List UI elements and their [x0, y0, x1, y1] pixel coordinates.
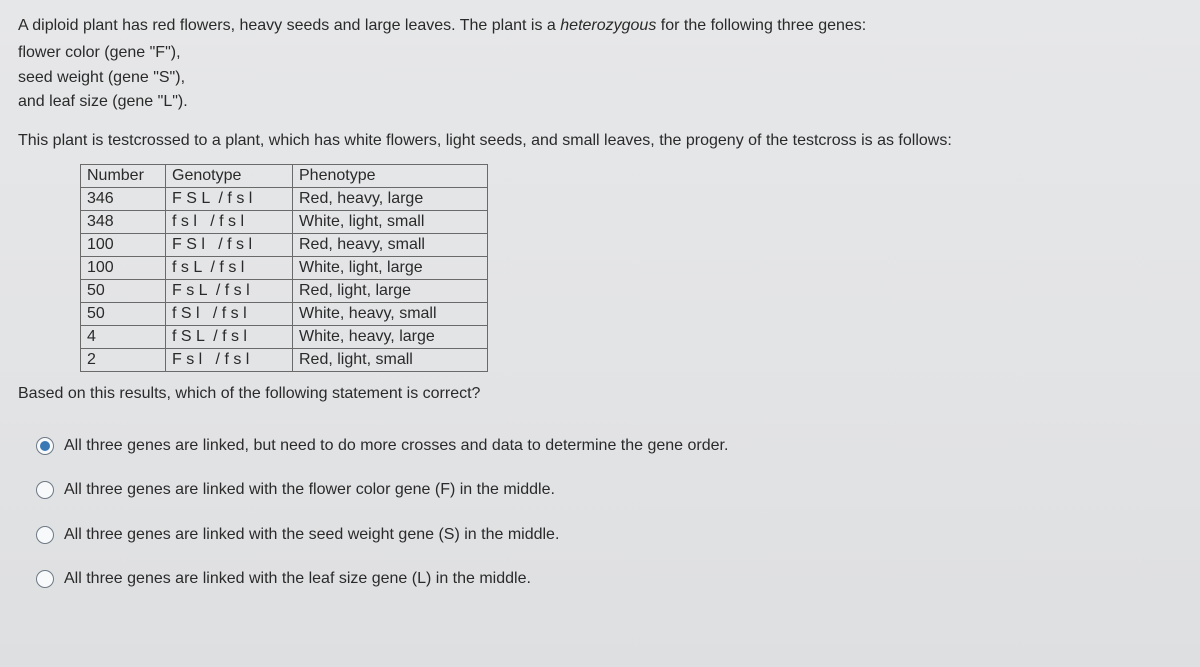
radio-icon[interactable]: [36, 570, 54, 588]
table-row: 4f S L / f s lWhite, heavy, large: [81, 325, 488, 348]
cell-phenotype: White, light, small: [293, 210, 488, 233]
table-row: 348f s l / f s lWhite, light, small: [81, 210, 488, 233]
table-row: 100F S l / f s lRed, heavy, small: [81, 233, 488, 256]
intro-line3: seed weight (gene "S"),: [18, 66, 1182, 91]
question-intro: A diploid plant has red flowers, heavy s…: [18, 14, 1182, 115]
header-genotype: Genotype: [166, 164, 293, 187]
cell-genotype: F S l / f s l: [166, 233, 293, 256]
option-1[interactable]: All three genes are linked, but need to …: [36, 435, 1182, 457]
intro-italic: heterozygous: [560, 17, 656, 34]
testcross-text: This plant is testcrossed to a plant, wh…: [18, 129, 1182, 154]
cell-genotype: F s l / f s l: [166, 348, 293, 371]
intro-line2: flower color (gene "F"),: [18, 41, 1182, 66]
header-phenotype: Phenotype: [293, 164, 488, 187]
table-row: 346F S L / f s lRed, heavy, large: [81, 187, 488, 210]
cell-number: 50: [81, 279, 166, 302]
table-row: 50f S l / f s lWhite, heavy, small: [81, 302, 488, 325]
cell-phenotype: White, light, large: [293, 256, 488, 279]
option-4[interactable]: All three genes are linked with the leaf…: [36, 568, 1182, 590]
intro-text-c: for the following three genes:: [656, 17, 866, 34]
option-label: All three genes are linked with the seed…: [64, 524, 559, 546]
cell-genotype: f S L / f s l: [166, 325, 293, 348]
radio-icon[interactable]: [36, 437, 54, 455]
intro-line4: and leaf size (gene "L").: [18, 90, 1182, 115]
radio-icon[interactable]: [36, 526, 54, 544]
table-header-row: Number Genotype Phenotype: [81, 164, 488, 187]
table-row: 50F s L / f s lRed, light, large: [81, 279, 488, 302]
cell-phenotype: White, heavy, small: [293, 302, 488, 325]
cell-genotype: f s L / f s l: [166, 256, 293, 279]
cell-number: 348: [81, 210, 166, 233]
cell-number: 4: [81, 325, 166, 348]
cell-phenotype: Red, light, large: [293, 279, 488, 302]
cell-genotype: f s l / f s l: [166, 210, 293, 233]
radio-icon[interactable]: [36, 481, 54, 499]
option-label: All three genes are linked with the leaf…: [64, 568, 531, 590]
cell-number: 100: [81, 233, 166, 256]
option-label: All three genes are linked, but need to …: [64, 435, 728, 457]
cell-phenotype: Red, heavy, large: [293, 187, 488, 210]
cell-number: 50: [81, 302, 166, 325]
cell-number: 346: [81, 187, 166, 210]
follow-question: Based on this results, which of the foll…: [18, 382, 1182, 407]
table-row: 2F s l / f s lRed, light, small: [81, 348, 488, 371]
table-row: 100f s L / f s lWhite, light, large: [81, 256, 488, 279]
cell-number: 2: [81, 348, 166, 371]
option-label: All three genes are linked with the flow…: [64, 479, 555, 501]
cell-phenotype: White, heavy, large: [293, 325, 488, 348]
cell-phenotype: Red, light, small: [293, 348, 488, 371]
option-3[interactable]: All three genes are linked with the seed…: [36, 524, 1182, 546]
cell-number: 100: [81, 256, 166, 279]
option-2[interactable]: All three genes are linked with the flow…: [36, 479, 1182, 501]
cell-phenotype: Red, heavy, small: [293, 233, 488, 256]
cell-genotype: f S l / f s l: [166, 302, 293, 325]
intro-text-a: A diploid plant has red flowers, heavy s…: [18, 17, 560, 34]
header-number: Number: [81, 164, 166, 187]
progeny-table: Number Genotype Phenotype 346F S L / f s…: [80, 164, 488, 372]
cell-genotype: F s L / f s l: [166, 279, 293, 302]
answer-options: All three genes are linked, but need to …: [36, 435, 1182, 591]
cell-genotype: F S L / f s l: [166, 187, 293, 210]
